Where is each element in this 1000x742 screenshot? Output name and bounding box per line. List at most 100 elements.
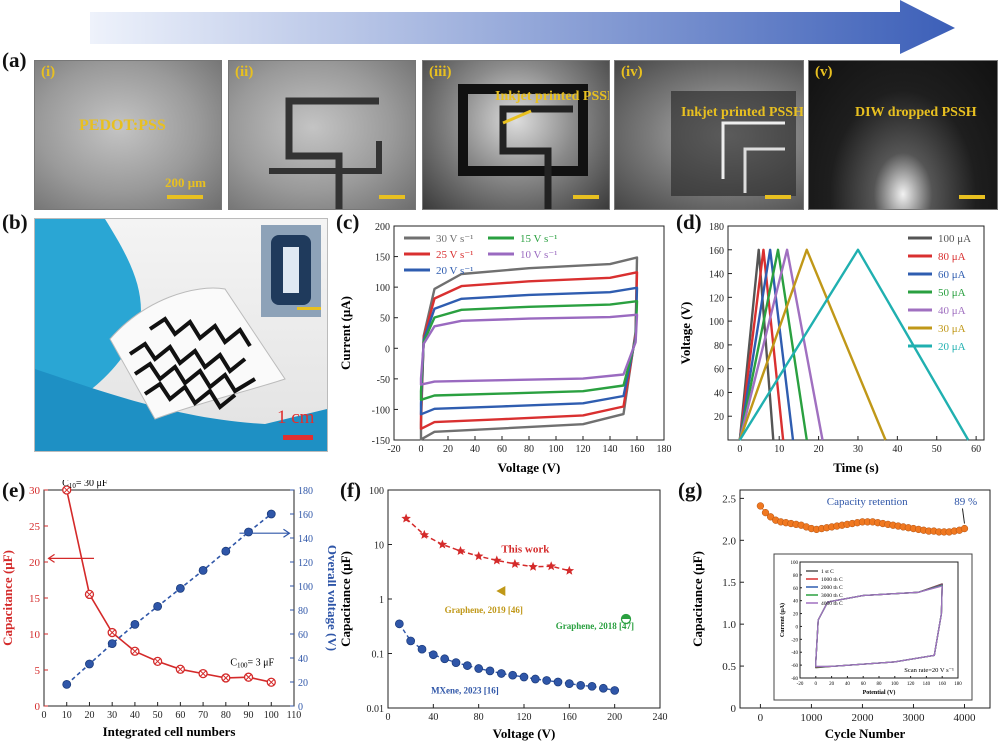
x-tick-label: 100	[549, 444, 564, 455]
x-axis-title: Cycle Number	[825, 726, 906, 741]
capacitance-point-cross	[268, 679, 275, 686]
y-tick-label: 120	[709, 293, 724, 304]
x-tick-label: 20	[814, 444, 824, 455]
y-tick-label: 0	[298, 702, 303, 713]
gcd-curve	[738, 248, 808, 441]
y-axis-title-left: Capacitance (μF)	[0, 550, 15, 646]
x-axis-title: Voltage (V)	[498, 460, 561, 474]
graphene-2019-point	[496, 586, 506, 597]
this-work-point	[510, 558, 520, 568]
this-work-point	[455, 546, 466, 555]
legend-label: 80 μA	[938, 251, 966, 263]
y-axis-title-right: Overall voltage (V)	[325, 545, 336, 651]
inset-y-tick-label: 0	[796, 625, 799, 630]
mxene-point	[440, 654, 450, 664]
gcd-curve	[738, 248, 775, 441]
x-tick-label: 60	[971, 444, 981, 455]
x-tick-label: 140	[603, 444, 618, 455]
y-tick-label: 10	[374, 541, 384, 552]
flexible-device-illustration	[35, 219, 327, 451]
x-tick-label: 120	[576, 444, 591, 455]
voltage-point	[153, 602, 163, 611]
gcd-curve	[738, 248, 795, 441]
x-tick-label: 40	[470, 444, 480, 455]
this-work-point	[437, 539, 448, 549]
x-tick-label: 0	[737, 444, 742, 455]
cv-loop	[419, 300, 639, 401]
progress-arrow	[90, 0, 955, 54]
legend-label: 40 μA	[938, 305, 966, 317]
y-tick-label: 1.5	[722, 577, 736, 589]
legend-label: 100 μA	[938, 233, 971, 245]
device-photo: 1 cm	[34, 218, 328, 452]
x-tick-label: 2000	[851, 712, 874, 724]
inset-y-tick-label: 80	[793, 574, 799, 579]
y-axis-title: Capacitance (μF)	[690, 551, 705, 647]
inset-cv-loop	[815, 585, 943, 668]
y-tick-label: 120	[298, 558, 313, 569]
frame-label: Inkjet printed PSSH	[681, 105, 804, 120]
micrograph-iv: (iv) Inkjet printed PSSH	[614, 60, 804, 210]
capacitance-point-cross	[86, 591, 93, 598]
panel-label-e: (e)	[2, 478, 26, 502]
y-tick-label: 1	[379, 595, 384, 606]
capacitance-point-cross	[63, 486, 70, 494]
x-tick-label: 60	[497, 444, 507, 455]
y-tick-label: 80	[714, 341, 724, 352]
mxene-point	[474, 664, 484, 673]
y-tick-label: 60	[714, 365, 724, 376]
y-tick-label: -50	[377, 375, 390, 386]
capacitance-point	[766, 513, 775, 521]
inset-x-tick-label: 40	[845, 682, 851, 687]
x-tick-label: 80	[221, 710, 231, 721]
x-axis-title: Voltage (V)	[493, 726, 556, 741]
mxene-point	[576, 681, 586, 690]
y-tick-label: 40	[714, 388, 724, 399]
x-tick-label: 0	[419, 444, 424, 455]
capacitance-point-cross	[131, 648, 139, 655]
inset-legend-label: 3000 th C	[821, 593, 843, 599]
x-tick-label: 0	[758, 712, 764, 724]
gcd-curve	[738, 248, 887, 441]
mxene-point	[451, 658, 461, 667]
frame-numeral: (i)	[41, 64, 56, 80]
x-axis-title: Time (s)	[833, 460, 879, 474]
gcd-curve	[738, 248, 824, 441]
cv-loop	[419, 313, 639, 386]
x-tick-label: 240	[653, 712, 668, 723]
series-label-graphene-2019: Graphene, 2019 [46]	[445, 605, 523, 615]
x-tick-label: 160	[562, 712, 577, 723]
right-axis-arrowhead	[283, 528, 291, 538]
y-tick-label: 80	[298, 606, 308, 617]
voltage-point	[221, 546, 231, 556]
y-tick-label: -100	[372, 405, 390, 416]
x-tick-label: 4000	[953, 712, 976, 724]
panel-label-c: (c)	[336, 210, 360, 234]
x-tick-label: 90	[244, 710, 254, 721]
frame-numeral: (ii)	[235, 64, 254, 80]
mxene-point	[564, 679, 574, 688]
y-tick-label: 2.5	[722, 493, 736, 505]
cv-chart: -20 0 20 40 60 80 100 120 140 160 180 -150 -100 -50 0 5…	[338, 222, 672, 474]
cv-loop	[419, 256, 639, 441]
x-tick-label: 50	[153, 710, 163, 721]
mxene-point	[406, 636, 416, 646]
legend-label: 20 μA	[938, 341, 966, 353]
this-work-point	[492, 555, 502, 565]
x-tick-label: 30	[853, 444, 863, 455]
inset-x-tick-label: -20	[797, 682, 804, 687]
y-tick-label: 0	[385, 344, 390, 355]
inset-y-tick-label: 20	[793, 613, 799, 618]
inset-scan-rate: Scan rate=20 V s⁻¹	[904, 667, 954, 674]
scale-bar-label: 200 μm	[165, 175, 206, 190]
this-work-point	[419, 529, 429, 539]
mxene-point	[519, 672, 529, 682]
micrograph-iii: (iii) Inkjet printed PSSH	[422, 60, 610, 210]
legend-label: 30 V s⁻¹	[436, 233, 473, 245]
y-tick-label: 100	[369, 486, 384, 497]
y-axis-title: Current (μA)	[338, 296, 353, 370]
x-tick-label: 160	[630, 444, 645, 455]
y-tick-label: 100	[298, 582, 313, 593]
series-label-mxene: MXene, 2023 [16]	[431, 686, 499, 696]
inset-x-tick-label: 160	[938, 682, 946, 687]
